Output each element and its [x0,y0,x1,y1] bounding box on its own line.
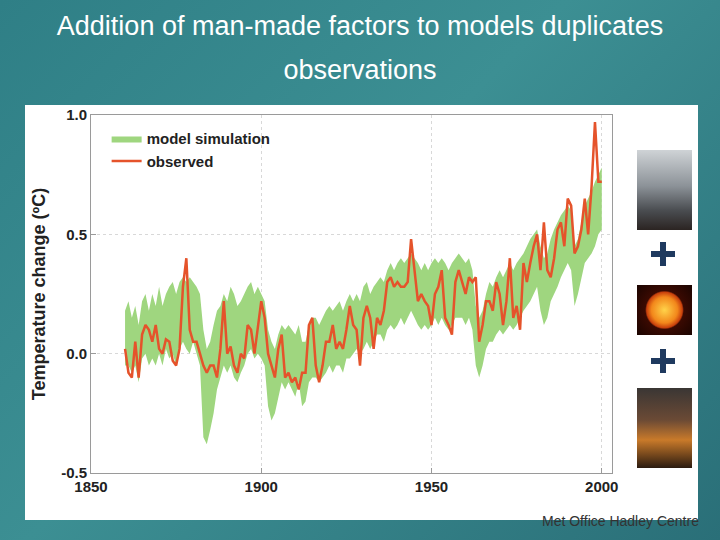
svg-text:Temperature change (ºC): Temperature change (ºC) [29,188,49,400]
svg-text:model simulation: model simulation [147,130,270,147]
svg-text:Met Office Hadley Centre: Met Office Hadley Centre [542,513,699,529]
svg-text:observed: observed [147,153,214,170]
svg-text:1850: 1850 [74,478,107,495]
svg-text:0.5: 0.5 [66,226,87,243]
svg-text:2000: 2000 [585,478,618,495]
svg-text:-0.5: -0.5 [61,464,87,481]
svg-text:1950: 1950 [415,478,448,495]
svg-text:1.0: 1.0 [66,106,87,123]
html-text:Addition of man-made factors t: Addition of man-made factors to models d… [56,11,664,85]
svg-text:0.0: 0.0 [66,345,87,362]
svg-text:1900: 1900 [245,478,278,495]
